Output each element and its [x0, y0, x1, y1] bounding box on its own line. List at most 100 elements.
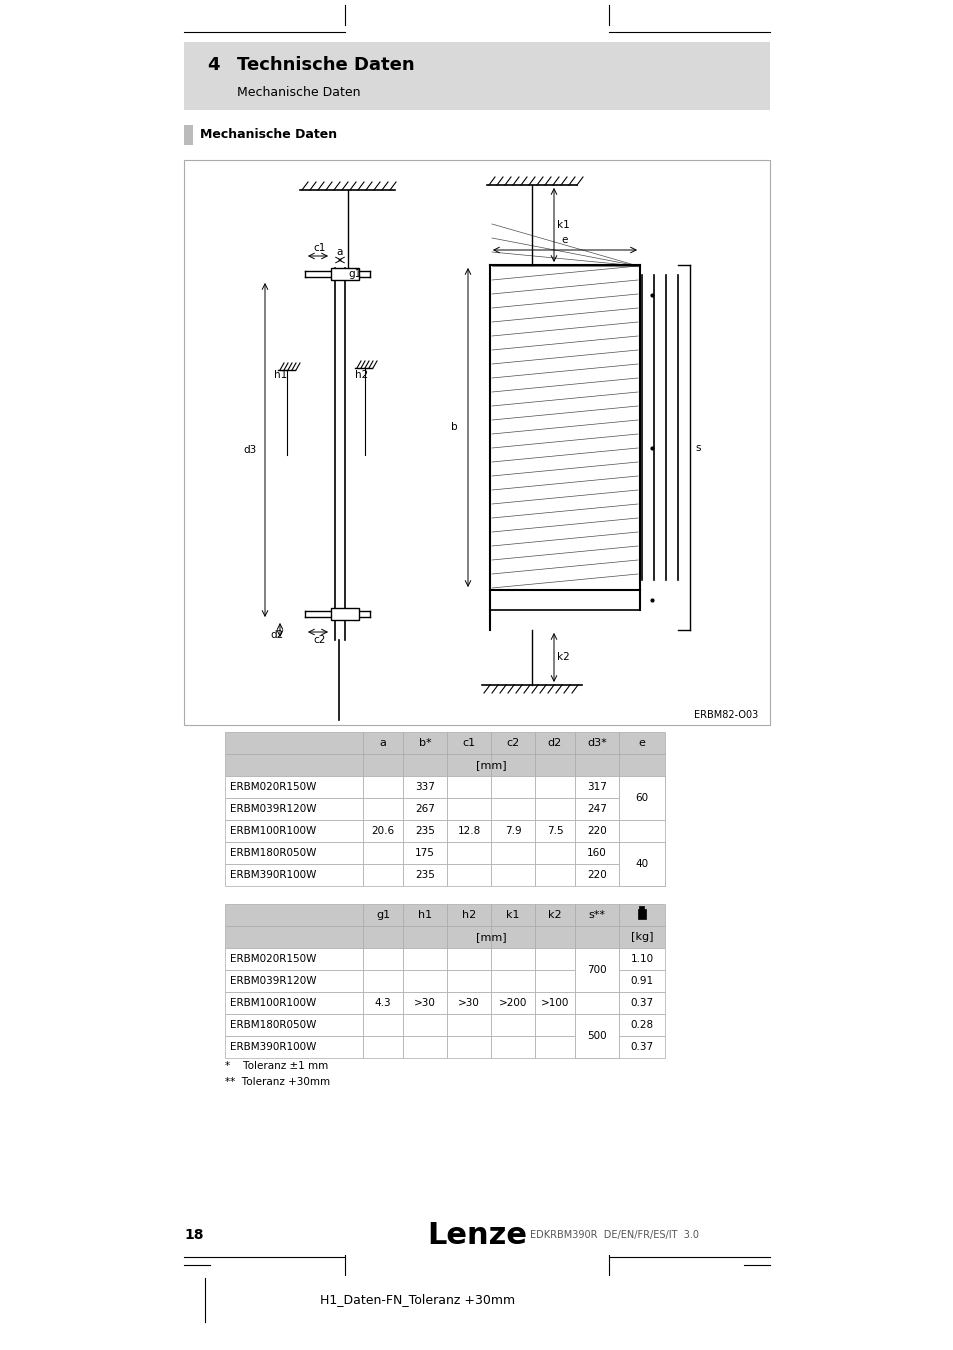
Text: Lenze: Lenze: [427, 1220, 526, 1250]
Bar: [447, 904, 491, 926]
Text: 700: 700: [587, 965, 606, 975]
Text: 4.3: 4.3: [375, 998, 391, 1008]
Bar: [618, 1014, 664, 1035]
Bar: [402, 864, 447, 886]
Text: h1: h1: [274, 370, 287, 379]
Bar: [225, 755, 363, 776]
Bar: [184, 42, 769, 109]
Text: k2: k2: [557, 652, 569, 663]
Bar: [575, 1014, 618, 1035]
Bar: [618, 776, 664, 798]
Bar: [184, 126, 193, 144]
Text: 20.6: 20.6: [371, 826, 395, 836]
Bar: [575, 948, 618, 971]
Bar: [535, 1014, 575, 1035]
Bar: [575, 992, 618, 1014]
Bar: [491, 1035, 535, 1058]
Text: **  Toleranz +30mm: ** Toleranz +30mm: [225, 1077, 330, 1087]
Bar: [447, 971, 491, 992]
Bar: [184, 161, 769, 725]
Text: 0.28: 0.28: [630, 1021, 653, 1030]
Bar: [618, 798, 664, 819]
Bar: [618, 864, 664, 886]
Bar: [618, 842, 664, 864]
Text: d3*: d3*: [586, 738, 606, 748]
Bar: [575, 926, 618, 948]
Bar: [363, 864, 402, 886]
Bar: [225, 1035, 363, 1058]
Bar: [447, 732, 491, 755]
Text: [kg]: [kg]: [630, 931, 653, 942]
Text: d2: d2: [547, 738, 561, 748]
Text: ERBM100R100W: ERBM100R100W: [230, 998, 315, 1008]
Bar: [575, 732, 618, 755]
Bar: [535, 926, 575, 948]
Text: s: s: [695, 443, 700, 454]
Bar: [491, 971, 535, 992]
Bar: [575, 798, 618, 819]
Bar: [575, 755, 618, 776]
Text: 7.9: 7.9: [504, 826, 520, 836]
Text: a: a: [379, 738, 386, 748]
Bar: [491, 265, 639, 589]
Text: Mechanische Daten: Mechanische Daten: [236, 85, 360, 99]
Text: 175: 175: [415, 848, 435, 859]
Bar: [402, 819, 447, 842]
Text: 1.10: 1.10: [630, 954, 653, 964]
Bar: [402, 971, 447, 992]
Bar: [535, 819, 575, 842]
Bar: [225, 904, 363, 926]
Bar: [535, 971, 575, 992]
Bar: [225, 732, 363, 755]
Bar: [575, 842, 618, 864]
Text: ERBM390R100W: ERBM390R100W: [230, 1042, 316, 1052]
Bar: [402, 776, 447, 798]
Bar: [447, 1014, 491, 1035]
Bar: [575, 904, 618, 926]
Bar: [402, 1035, 447, 1058]
Text: [mm]: [mm]: [476, 931, 506, 942]
Text: 235: 235: [415, 869, 435, 880]
Bar: [618, 904, 664, 926]
Bar: [491, 1014, 535, 1035]
Bar: [447, 842, 491, 864]
Bar: [491, 732, 535, 755]
Bar: [225, 776, 363, 798]
Text: ERBM020R150W: ERBM020R150W: [230, 782, 316, 792]
Bar: [225, 971, 363, 992]
Bar: [402, 992, 447, 1014]
Bar: [618, 819, 664, 842]
Bar: [575, 776, 618, 798]
Bar: [331, 269, 358, 279]
Bar: [363, 776, 402, 798]
Bar: [402, 842, 447, 864]
Bar: [575, 1014, 618, 1058]
Text: e: e: [638, 738, 645, 748]
Bar: [491, 819, 535, 842]
Bar: [363, 992, 402, 1014]
Bar: [491, 864, 535, 886]
Bar: [491, 755, 535, 776]
Bar: [618, 1035, 664, 1058]
Text: EDKRBM390R  DE/EN/FR/ES/IT  3.0: EDKRBM390R DE/EN/FR/ES/IT 3.0: [530, 1230, 699, 1241]
Bar: [225, 819, 363, 842]
Bar: [225, 948, 363, 971]
Text: 0.37: 0.37: [630, 1042, 653, 1052]
Bar: [491, 842, 535, 864]
Text: ERBM390R100W: ERBM390R100W: [230, 869, 316, 880]
Bar: [491, 776, 535, 798]
Bar: [618, 992, 664, 1014]
Text: 220: 220: [586, 869, 606, 880]
Text: 0.37: 0.37: [630, 998, 653, 1008]
Bar: [402, 1014, 447, 1035]
Text: c1: c1: [462, 738, 475, 748]
Text: [mm]: [mm]: [476, 760, 506, 770]
Bar: [535, 776, 575, 798]
Text: H1_Daten-FN_Toleranz +30mm: H1_Daten-FN_Toleranz +30mm: [319, 1293, 515, 1307]
Bar: [447, 992, 491, 1014]
Text: s**: s**: [588, 910, 605, 919]
Bar: [491, 904, 535, 926]
Bar: [575, 1035, 618, 1058]
Text: 267: 267: [415, 805, 435, 814]
Bar: [638, 909, 645, 919]
